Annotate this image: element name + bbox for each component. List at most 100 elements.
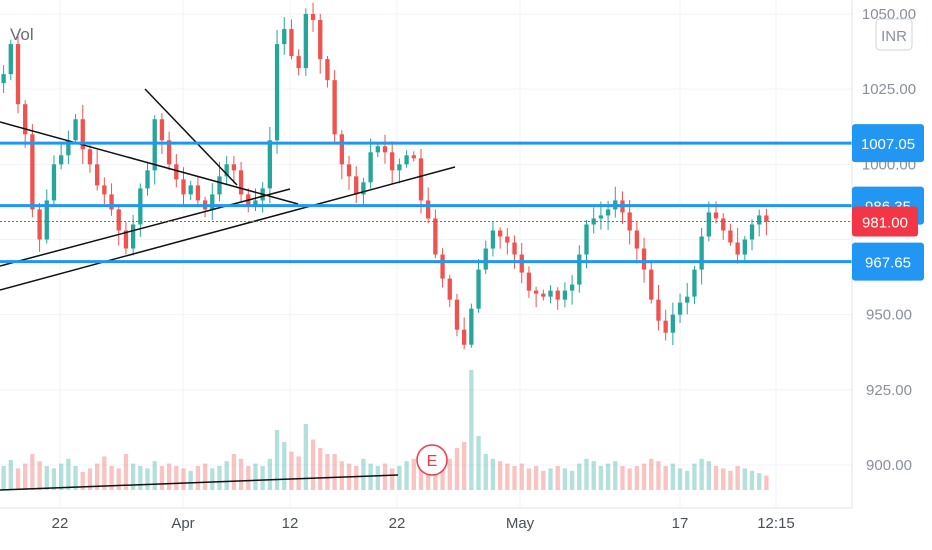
candle-body — [397, 164, 402, 171]
trendline-4[interactable] — [0, 166, 456, 291]
volume-bar — [483, 454, 488, 490]
volume-bar — [469, 370, 474, 490]
time-axis[interactable]: 22 Apr 12 22 May 17 12:15 — [52, 515, 795, 532]
candle-body — [116, 209, 121, 231]
candle-body — [577, 254, 582, 285]
volume-bar — [462, 442, 467, 490]
earnings-marker[interactable]: E — [416, 444, 448, 476]
currency-badge[interactable]: INR — [875, 18, 913, 51]
candle-body — [469, 308, 474, 345]
candle-body — [282, 29, 287, 45]
candle-body — [735, 242, 740, 255]
level-price-label: 1007.05 — [861, 136, 915, 153]
candle-body — [109, 194, 114, 210]
volume-bar — [51, 468, 57, 490]
candle-body — [692, 269, 697, 297]
currency-badge-label: INR — [881, 28, 907, 45]
candle-body — [152, 119, 157, 171]
volume-bar — [145, 468, 150, 490]
volume-bar — [87, 468, 93, 490]
candle-body — [274, 44, 280, 141]
candle-body — [174, 164, 179, 180]
currency-badge-frame — [875, 18, 913, 51]
volume-bar — [188, 470, 193, 490]
candles — [1, 2, 769, 350]
volume-bar — [605, 463, 611, 490]
volume-bar — [123, 454, 129, 490]
candle-body — [253, 200, 258, 207]
volume-bar — [397, 466, 402, 490]
volume-bar — [620, 466, 625, 490]
volume-bar — [109, 466, 114, 490]
volume-bar — [591, 461, 596, 490]
candle-body — [411, 155, 416, 159]
volume-bar — [735, 466, 740, 490]
volume-bar — [440, 454, 445, 490]
volume-bar — [73, 466, 78, 490]
time-tick-label: 22 — [52, 515, 69, 532]
volume-bar — [195, 466, 201, 490]
trendline-volume[interactable] — [0, 474, 399, 491]
volume-bar — [562, 468, 568, 490]
volume-bar — [634, 466, 640, 490]
candle-body — [742, 239, 747, 255]
candle-body — [526, 272, 532, 291]
volume-bar — [361, 458, 366, 490]
candle-body — [749, 224, 755, 240]
candle-body — [670, 314, 676, 333]
candle-body — [66, 140, 71, 156]
earnings-marker-label: E — [427, 453, 438, 470]
volume-bar — [66, 458, 71, 490]
level-price-badge — [852, 124, 924, 163]
trendline-drawings[interactable] — [0, 88, 456, 491]
horizontal-levels[interactable] — [0, 141, 852, 264]
candle-body — [289, 29, 294, 57]
volume-bar — [569, 470, 575, 490]
candle-body — [519, 254, 524, 273]
volume-bar — [1, 466, 6, 490]
candle-body — [296, 56, 301, 69]
candle-body — [80, 119, 85, 150]
volume-bar — [354, 466, 359, 490]
candle-body — [73, 119, 78, 141]
volume-bar — [555, 466, 560, 490]
candle-body — [51, 164, 57, 201]
candle-body — [404, 155, 409, 165]
volume-bar — [166, 463, 172, 490]
volume-bar — [15, 468, 21, 490]
earnings-marker-circle — [416, 444, 448, 476]
volume-bar — [663, 466, 668, 490]
trendline-1[interactable] — [0, 121, 299, 205]
candle-body — [303, 14, 308, 69]
volume-bar — [404, 461, 409, 490]
trendline-3[interactable] — [0, 188, 291, 267]
price-tick-label: 950.00 — [866, 307, 912, 324]
volume-bar — [238, 458, 244, 490]
candle-body — [8, 44, 13, 75]
candle-body — [728, 230, 733, 243]
volume-bar — [37, 461, 42, 490]
volume-bar — [202, 463, 208, 490]
candle-body — [483, 248, 488, 270]
candle-body — [23, 104, 28, 135]
candle-body — [390, 152, 395, 171]
candle-body — [224, 164, 229, 177]
volume-bar — [742, 468, 747, 490]
candle-body — [569, 284, 575, 291]
volume-bar — [512, 466, 517, 490]
candle-body — [181, 179, 186, 195]
volume-bar — [116, 468, 121, 490]
volume-bar — [138, 466, 143, 490]
volume-bar — [231, 454, 237, 490]
candle-body — [325, 59, 330, 81]
volume-bar — [274, 430, 280, 490]
candle-body — [310, 14, 316, 21]
volume-bar — [706, 461, 711, 490]
volume-bar — [325, 454, 330, 490]
trendline-2[interactable] — [144, 88, 238, 186]
volume-bar — [174, 466, 179, 490]
candle-body — [37, 209, 42, 240]
volume-bar — [217, 466, 222, 490]
